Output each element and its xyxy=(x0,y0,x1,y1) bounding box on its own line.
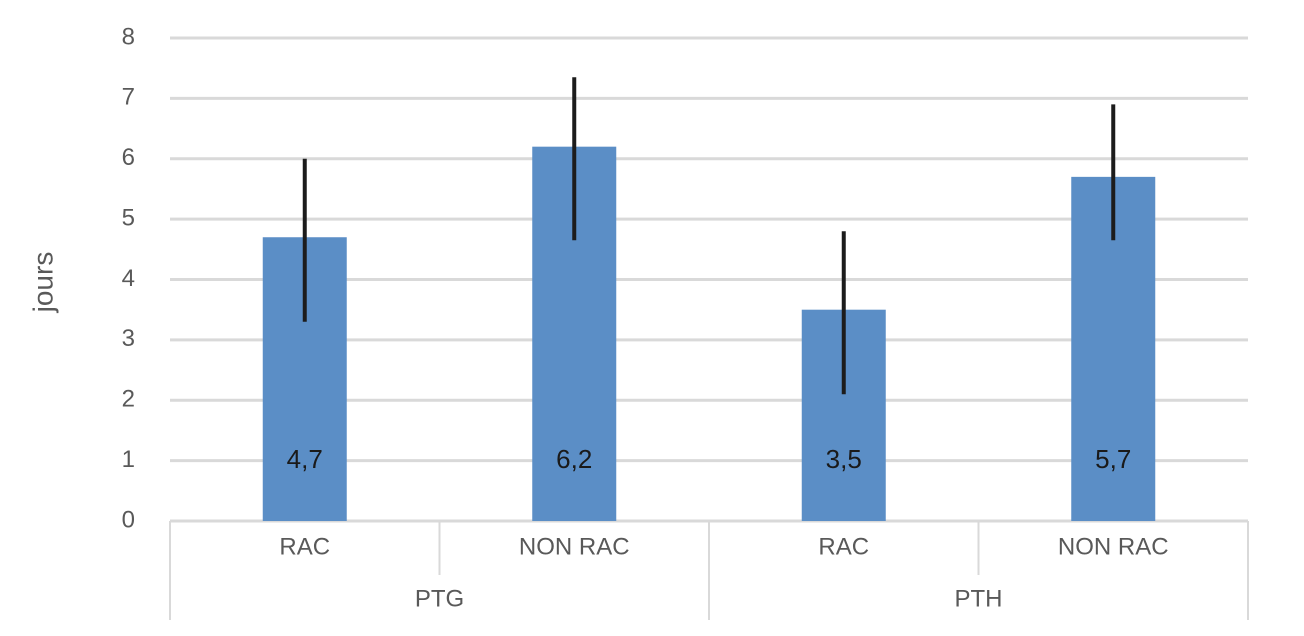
x-tick-label: RAC xyxy=(818,533,869,560)
value-label: 3,5 xyxy=(826,444,862,474)
y-tick-label: 6 xyxy=(122,144,135,171)
value-label: 6,2 xyxy=(556,444,592,474)
y-axis-label: jours xyxy=(27,252,58,314)
x-tick-label: NON RAC xyxy=(1058,533,1169,560)
y-tick-label: 2 xyxy=(122,386,135,413)
group-label: PTG xyxy=(415,585,464,612)
group-label: PTH xyxy=(955,585,1003,612)
value-label: 4,7 xyxy=(287,444,323,474)
x-tick-label: NON RAC xyxy=(519,533,630,560)
value-label: 5,7 xyxy=(1095,444,1131,474)
y-tick-label: 8 xyxy=(122,23,135,50)
y-tick-label: 7 xyxy=(122,84,135,111)
y-tick-label: 0 xyxy=(122,506,135,533)
y-tick-label: 1 xyxy=(122,446,135,473)
y-tick-label: 4 xyxy=(122,265,135,292)
y-tick-label: 3 xyxy=(122,325,135,352)
x-tick-label: RAC xyxy=(279,533,330,560)
y-tick-label: 5 xyxy=(122,204,135,231)
